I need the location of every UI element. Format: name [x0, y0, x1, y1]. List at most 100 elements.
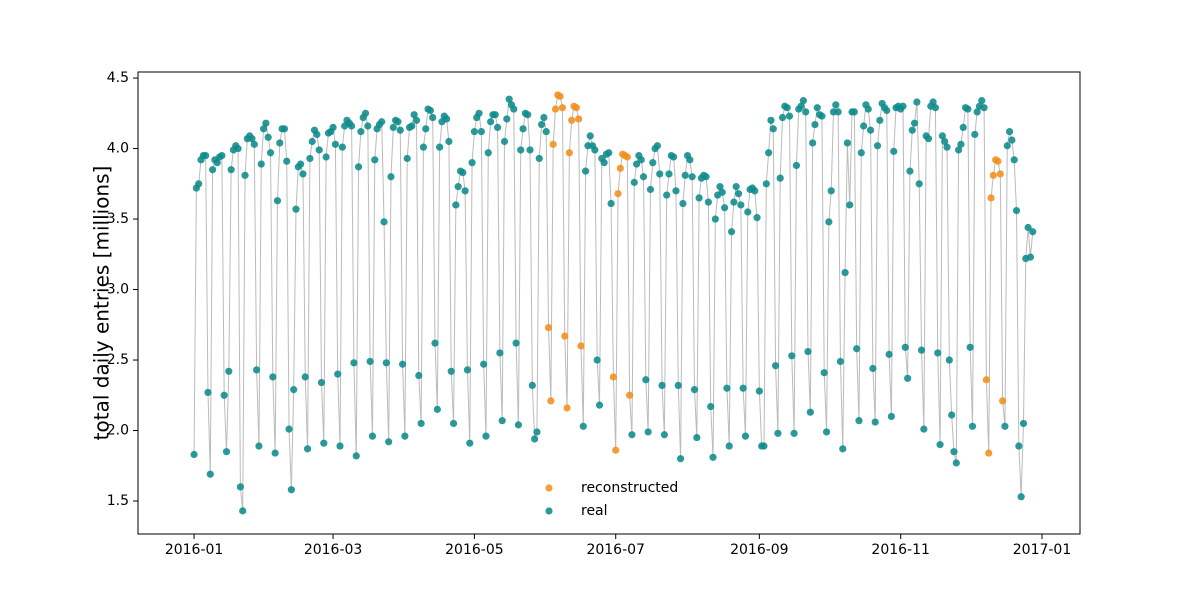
data-point — [996, 170, 1004, 178]
data-point — [931, 104, 940, 112]
data-point — [533, 428, 541, 436]
connector-line — [951, 414, 955, 452]
data-point — [410, 111, 418, 119]
connector-line — [839, 361, 844, 449]
connector-line — [923, 135, 927, 430]
data-point — [371, 156, 379, 164]
data-point — [656, 170, 664, 178]
data-point — [614, 190, 622, 198]
connector-line — [568, 120, 573, 153]
connector-line — [415, 120, 420, 376]
data-point — [220, 391, 228, 399]
data-point — [723, 384, 731, 392]
connector-line — [853, 111, 858, 349]
connector-line — [464, 190, 468, 370]
connector-line — [756, 217, 760, 392]
connector-line — [747, 189, 751, 213]
data-point — [688, 173, 696, 181]
data-point — [609, 373, 618, 381]
data-point — [447, 367, 455, 375]
data-point — [547, 397, 555, 405]
data-point — [276, 139, 284, 147]
data-point — [955, 146, 963, 154]
data-point — [850, 108, 858, 116]
data-point — [487, 118, 495, 126]
data-point — [820, 369, 828, 377]
connector-line — [927, 106, 932, 139]
connector-line — [999, 173, 1004, 401]
data-point — [257, 160, 265, 168]
data-point — [887, 412, 896, 421]
data-point — [952, 459, 960, 467]
data-point — [822, 428, 831, 436]
connector-line — [631, 182, 635, 435]
data-point — [989, 171, 997, 179]
legend-label: reconstructed — [581, 480, 678, 496]
connector-line — [902, 106, 906, 348]
data-point — [412, 116, 421, 124]
connector-line — [497, 127, 501, 353]
data-point — [1001, 422, 1009, 430]
connector-line — [673, 156, 677, 191]
connector-line — [399, 130, 404, 365]
y-tick-label: 1.5 — [107, 493, 129, 509]
data-point — [718, 188, 726, 196]
data-point — [721, 204, 729, 212]
data-point — [442, 115, 451, 123]
data-point — [380, 218, 388, 226]
data-point — [857, 149, 865, 157]
connector-line — [754, 190, 758, 218]
data-point — [797, 102, 805, 110]
connector-line — [550, 144, 554, 401]
data-point — [741, 432, 750, 440]
x-tick-label: 2016-07 — [586, 542, 645, 558]
connector-line — [404, 158, 408, 437]
data-point — [843, 139, 851, 147]
connector-line — [828, 190, 832, 222]
connector-line — [705, 176, 709, 203]
data-point — [971, 130, 979, 139]
connector-line — [967, 109, 971, 348]
data-point — [686, 156, 694, 164]
connector-line — [504, 118, 508, 142]
data-point — [702, 173, 710, 181]
data-point — [299, 170, 307, 178]
data-point — [676, 455, 685, 463]
data-point — [204, 388, 212, 397]
data-point — [1026, 253, 1035, 261]
data-point — [948, 411, 956, 419]
data-point — [973, 108, 981, 116]
connector-line — [448, 141, 452, 372]
data-point — [799, 97, 807, 105]
connector-line — [293, 209, 297, 390]
data-point — [695, 194, 703, 202]
data-point — [459, 168, 467, 177]
connector-line — [974, 111, 978, 135]
data-point — [908, 126, 916, 134]
data-point — [1005, 128, 1014, 136]
data-point — [663, 191, 671, 199]
connector-line — [988, 197, 992, 454]
data-point — [626, 391, 634, 399]
connector-line — [870, 130, 874, 369]
connector-line — [288, 429, 292, 490]
connector-line — [849, 111, 853, 205]
connector-line — [566, 152, 570, 408]
connector-line — [383, 221, 387, 363]
connector-line — [1025, 227, 1029, 259]
data-point — [853, 345, 861, 353]
data-point — [264, 133, 272, 141]
data-point — [468, 159, 476, 167]
connector-line — [513, 109, 517, 344]
data-point — [1015, 442, 1023, 450]
data-point — [1029, 228, 1037, 236]
connector-line — [517, 149, 522, 425]
data-point — [623, 153, 631, 161]
connector-line — [740, 204, 744, 389]
data-point — [285, 425, 293, 433]
data-point — [475, 109, 483, 117]
data-point — [732, 183, 740, 191]
data-point — [415, 371, 423, 380]
connector-line — [860, 125, 865, 153]
connector-line — [385, 362, 390, 442]
